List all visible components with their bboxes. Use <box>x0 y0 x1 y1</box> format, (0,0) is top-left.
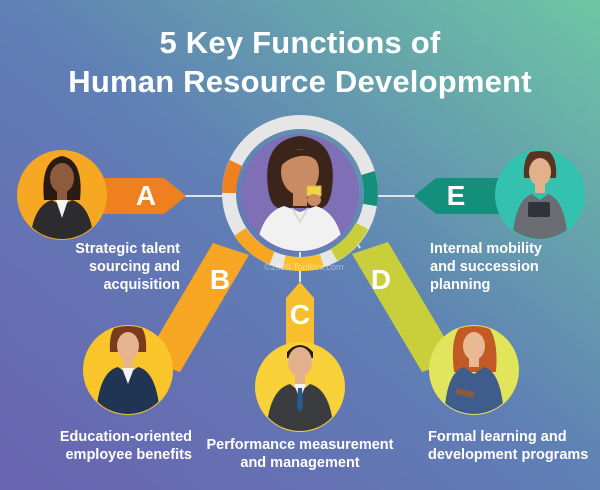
badge-e <box>495 150 585 240</box>
title-line-2: Human Resource Development <box>68 64 532 99</box>
caption-a-line-1: Strategic talent <box>75 241 180 257</box>
caption-b-line-1: Education-oriented <box>59 429 192 445</box>
caption-a-line-2: sourcing and <box>88 259 180 275</box>
badge-a <box>17 150 107 240</box>
letter-b: B <box>209 264 231 295</box>
woman-reading-book-icon <box>444 326 504 414</box>
badge-c <box>255 342 345 432</box>
caption-a: Strategic talent sourcing and acquisitio… <box>54 240 180 294</box>
caption-d-line-1: Formal learning and <box>428 429 567 445</box>
badge-b <box>83 325 173 415</box>
caption-c-line-2: and management <box>240 455 360 471</box>
connector-e <box>368 178 500 214</box>
caption-e-line-1: Internal mobility <box>430 241 542 257</box>
letter-c: C <box>289 299 311 330</box>
connector-a <box>100 178 232 214</box>
caption-e-line-3: planning <box>430 277 491 293</box>
center-hub <box>222 115 378 272</box>
caption-e: Internal mobility and succession plannin… <box>430 240 580 294</box>
caption-b: Education-oriented employee benefits <box>30 428 192 464</box>
caption-c-line-1: Performance measurement <box>206 437 394 453</box>
letter-d: D <box>370 264 392 295</box>
businesswoman-icon <box>96 326 160 414</box>
caption-c: Performance measurement and management <box>196 436 404 472</box>
caption-e-line-2: and succession <box>430 259 539 275</box>
watermark: ©2020 Toolbox.com <box>264 262 344 272</box>
caption-b-line-2: employee benefits <box>65 447 192 463</box>
letter-a: A <box>135 180 157 211</box>
caption-d: Formal learning and development programs <box>428 428 594 464</box>
caption-d-line-2: development programs <box>428 447 589 463</box>
letter-e: E <box>446 180 466 211</box>
businessman-icon <box>266 345 334 431</box>
woman-in-suit-icon <box>30 156 94 239</box>
caption-a-line-3: acquisition <box>103 277 180 293</box>
woman-with-tablet-icon <box>512 151 568 239</box>
title-line-1: 5 Key Functions of <box>159 25 441 60</box>
badge-d <box>429 325 519 415</box>
